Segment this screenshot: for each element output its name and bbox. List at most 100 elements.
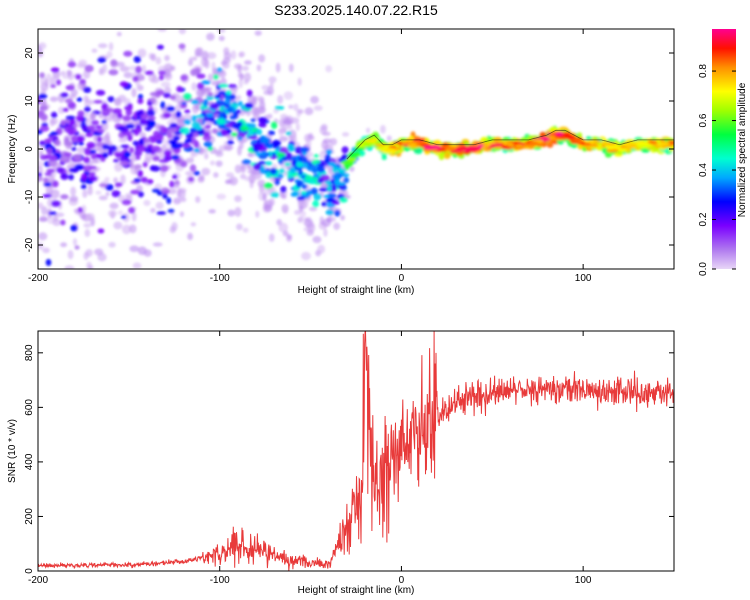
heatmap-cell (386, 135, 392, 142)
heatmap-cell (60, 70, 67, 76)
heatmap-cell (528, 141, 539, 146)
heatmap-cell (85, 132, 94, 138)
heatmap-cell (179, 211, 185, 217)
heatmap-cell (223, 47, 230, 55)
colorbar-tick-label: 0.4 (698, 163, 709, 177)
x-tick-label: -100 (210, 273, 230, 284)
colorbar-tick-label: 0.0 (698, 262, 709, 276)
x-tick-label: -200 (28, 575, 48, 586)
heatmap-cell (151, 145, 161, 152)
heatmap-cell (279, 168, 285, 174)
heatmap-cell (305, 189, 313, 197)
heatmap-cell (185, 157, 194, 164)
heatmap-cell (306, 179, 317, 185)
heatmap-cell (72, 153, 82, 161)
y-tick-label: 10 (24, 95, 35, 107)
heatmap-cell (70, 186, 77, 196)
heatmap-cell (69, 119, 76, 125)
heatmap-cell (62, 107, 69, 113)
heatmap-cell (79, 79, 86, 85)
heatmap-cell (310, 95, 319, 104)
heatmap-cell (297, 109, 304, 114)
heatmap-cell (83, 222, 92, 228)
heatmap-cell (107, 210, 118, 217)
heatmap-cell (108, 69, 119, 76)
heatmap-cell (218, 35, 225, 42)
heatmap-cell (39, 125, 50, 132)
heatmap-cell (308, 132, 314, 139)
heatmap-cell (50, 111, 58, 119)
heatmap-cell (477, 144, 484, 148)
heatmap-cell (196, 73, 206, 79)
heatmap-cell (189, 127, 197, 134)
heatmap-cell (199, 105, 209, 110)
heatmap-cell (313, 105, 323, 111)
heatmap-cell (202, 98, 209, 107)
heatmap-cell (142, 161, 148, 168)
heatmap-cell (297, 180, 304, 186)
heatmap-cell (445, 146, 457, 151)
heatmap-cell (547, 135, 556, 139)
heatmap-cell (208, 209, 216, 214)
heatmap-cell (278, 135, 289, 142)
heatmap-cell (635, 141, 650, 145)
heatmap-cell (135, 155, 141, 160)
heatmap-cell (333, 172, 342, 180)
heatmap-cell (178, 29, 187, 35)
heatmap-cell (206, 32, 215, 41)
heatmap-cell (247, 95, 258, 105)
heatmap-cell (60, 242, 68, 248)
heatmap-cell (140, 176, 148, 183)
heatmap-cell (50, 131, 59, 136)
y-tick-label: 400 (24, 453, 35, 470)
heatmap-cell (71, 146, 77, 152)
heatmap-cell (47, 197, 54, 208)
heatmap-cell (56, 167, 65, 174)
heatmap-cell (133, 128, 140, 136)
heatmap-cell (196, 82, 205, 90)
colorbar-label: Normalized spectral amplitude (737, 82, 748, 217)
heatmap-cell (171, 154, 180, 160)
colorbar-tick-label: 0.6 (698, 113, 709, 127)
heatmap-cell (49, 76, 56, 87)
heatmap-cell (70, 88, 78, 97)
heatmap-cell (91, 48, 98, 53)
heatmap-cell (178, 43, 186, 50)
heatmap-cell (258, 122, 267, 128)
heatmap-cell (311, 168, 318, 174)
heatmap-cell (334, 210, 341, 217)
heatmap-cell (105, 191, 110, 197)
heatmap-cell (129, 224, 137, 234)
heatmap-cell (54, 212, 65, 218)
heatmap-cell (127, 103, 133, 108)
heatmap-cell (116, 32, 122, 37)
heatmap-cell (300, 146, 310, 153)
heatmap-cell (312, 235, 322, 244)
heatmap-cell (107, 96, 115, 103)
heatmap-cell (88, 175, 98, 182)
heatmap-cell (67, 249, 74, 260)
heatmap-cell (209, 103, 219, 110)
heatmap-cell (123, 71, 133, 79)
y-tick-label: 600 (24, 399, 35, 416)
heatmap-cell (151, 165, 161, 172)
heatmap-cell (246, 89, 253, 97)
heatmap-cell (48, 159, 58, 167)
heatmap-cell (144, 151, 153, 161)
heatmap-cell (244, 60, 252, 65)
heatmap-cell (247, 123, 257, 128)
heatmap-trace-line (346, 129, 674, 160)
heatmap-cell (305, 139, 312, 148)
heatmap-cell (237, 100, 243, 107)
y-tick-label: 20 (24, 47, 35, 59)
heatmap-cell (185, 132, 194, 139)
heatmap-cell (216, 112, 225, 119)
heatmap-cell (239, 125, 250, 132)
heatmap-cell (51, 200, 61, 207)
heatmap-cell (204, 125, 212, 129)
heatmap-cell (297, 169, 304, 176)
heatmap-cell (240, 165, 247, 174)
heatmap-cell (325, 149, 333, 155)
heatmap-cell (60, 155, 69, 163)
